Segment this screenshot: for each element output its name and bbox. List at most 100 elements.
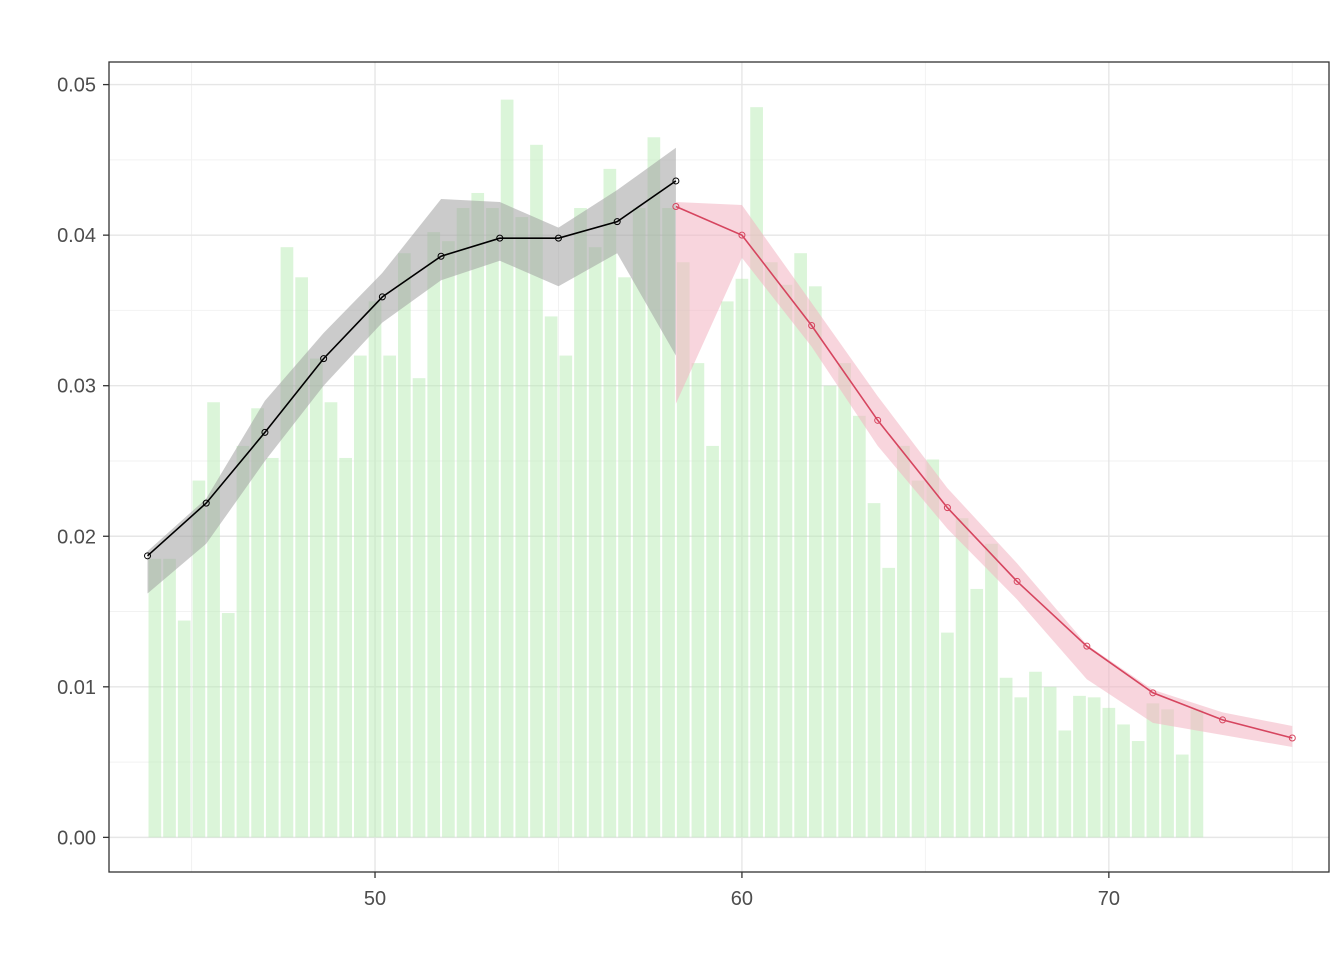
series-line-1 [146,180,677,557]
histogram-bar [750,107,763,838]
series-line-2 [675,205,1293,739]
histogram-bar [941,632,954,838]
series-point [808,321,816,329]
histogram-bar [838,363,852,838]
x-axis: 50 60 70 [364,872,1120,910]
series-point [496,234,504,242]
histogram-bars [148,99,1204,838]
histogram-bar [955,518,969,838]
series-point [554,234,562,242]
histogram-bar [985,543,998,838]
confidence-bands [147,147,1293,747]
series-point [1149,689,1157,697]
x-tick-label: 60 [731,888,753,910]
histogram-bar [1161,709,1174,838]
histogram-bar [926,459,940,838]
series-point [378,293,386,301]
histogram-bar [808,286,822,838]
series-point [874,416,882,424]
histogram-bar [177,620,191,838]
histogram-bar [618,277,631,838]
histogram-bar [779,284,793,838]
histogram-bar [911,480,925,838]
series-point [320,355,328,363]
histogram-bar [148,558,162,838]
histogram-bar [427,232,441,838]
histogram-bar [383,355,397,838]
series-point [261,428,269,436]
histogram-bar [853,415,866,838]
series-point [738,231,746,239]
histogram-bar [221,613,235,838]
histogram-bar [324,402,338,838]
series-points [144,177,1296,742]
series-point [672,203,680,211]
histogram-bar [456,208,470,838]
histogram-bar [486,208,499,838]
series-point [613,218,621,226]
histogram-bar [412,378,426,838]
series-point [144,552,152,560]
histogram-bar [720,301,734,838]
histogram-bar [530,144,543,838]
y-tick-label: 0.05 [57,75,96,97]
histogram-bar [207,402,220,838]
histogram-bar [1043,686,1057,838]
series-point [202,499,210,507]
y-tick-label: 0.01 [57,677,96,699]
histogram-bar [339,457,352,838]
histogram-bar [236,445,250,838]
series-point [1288,734,1296,742]
histogram-bar [794,253,807,838]
histogram-bar [882,567,896,838]
histogram-bar [1175,754,1189,838]
y-tick-label: 0.00 [57,827,96,849]
histogram-bar [500,99,514,838]
histogram-bar [163,558,176,838]
histogram-bar [368,301,382,838]
histogram-bar [1117,724,1130,838]
series-point [672,177,680,185]
histogram-bar [309,358,323,838]
histogram-bar [1190,709,1204,838]
histogram-bar [970,588,984,838]
histogram-bar [588,247,602,838]
histogram-bar [999,677,1013,838]
histogram-bar [1073,695,1086,838]
y-tick-label: 0.03 [57,376,96,398]
series-point [943,504,951,512]
histogram-bar [251,408,264,838]
y-tick-label: 0.04 [57,225,96,247]
histogram-bar [544,316,558,838]
confidence-band-1 [147,147,676,594]
histogram-bar [1058,730,1072,838]
histogram-bar [471,192,485,838]
y-axis: 0.00 0.01 0.02 0.03 0.04 0.05 [57,75,109,849]
y-tick-label: 0.02 [57,526,96,548]
histogram-bar [559,355,573,838]
histogram-bar [265,457,279,838]
series-point [1013,577,1021,585]
histogram-bar [676,262,690,838]
histogram-bar [603,168,617,838]
histogram-bar [691,363,705,838]
plot-panel-border [108,61,1330,873]
histogram-bar [442,241,455,838]
histogram-bar [1029,671,1042,838]
series-point [1219,716,1227,724]
histogram-bar [1102,707,1116,838]
histogram-bar [706,445,719,838]
histogram-bar [1131,741,1145,838]
x-tick-label: 70 [1098,888,1120,910]
series-lines [146,180,1293,739]
histogram-bar [354,355,367,838]
histogram-bar [764,262,778,838]
histogram-bar [735,278,749,838]
confidence-band-2 [675,202,1293,747]
histogram-bar [280,247,294,838]
histogram-bar [1014,697,1028,838]
histogram-bar [574,208,587,838]
histogram-bar [1087,697,1101,838]
